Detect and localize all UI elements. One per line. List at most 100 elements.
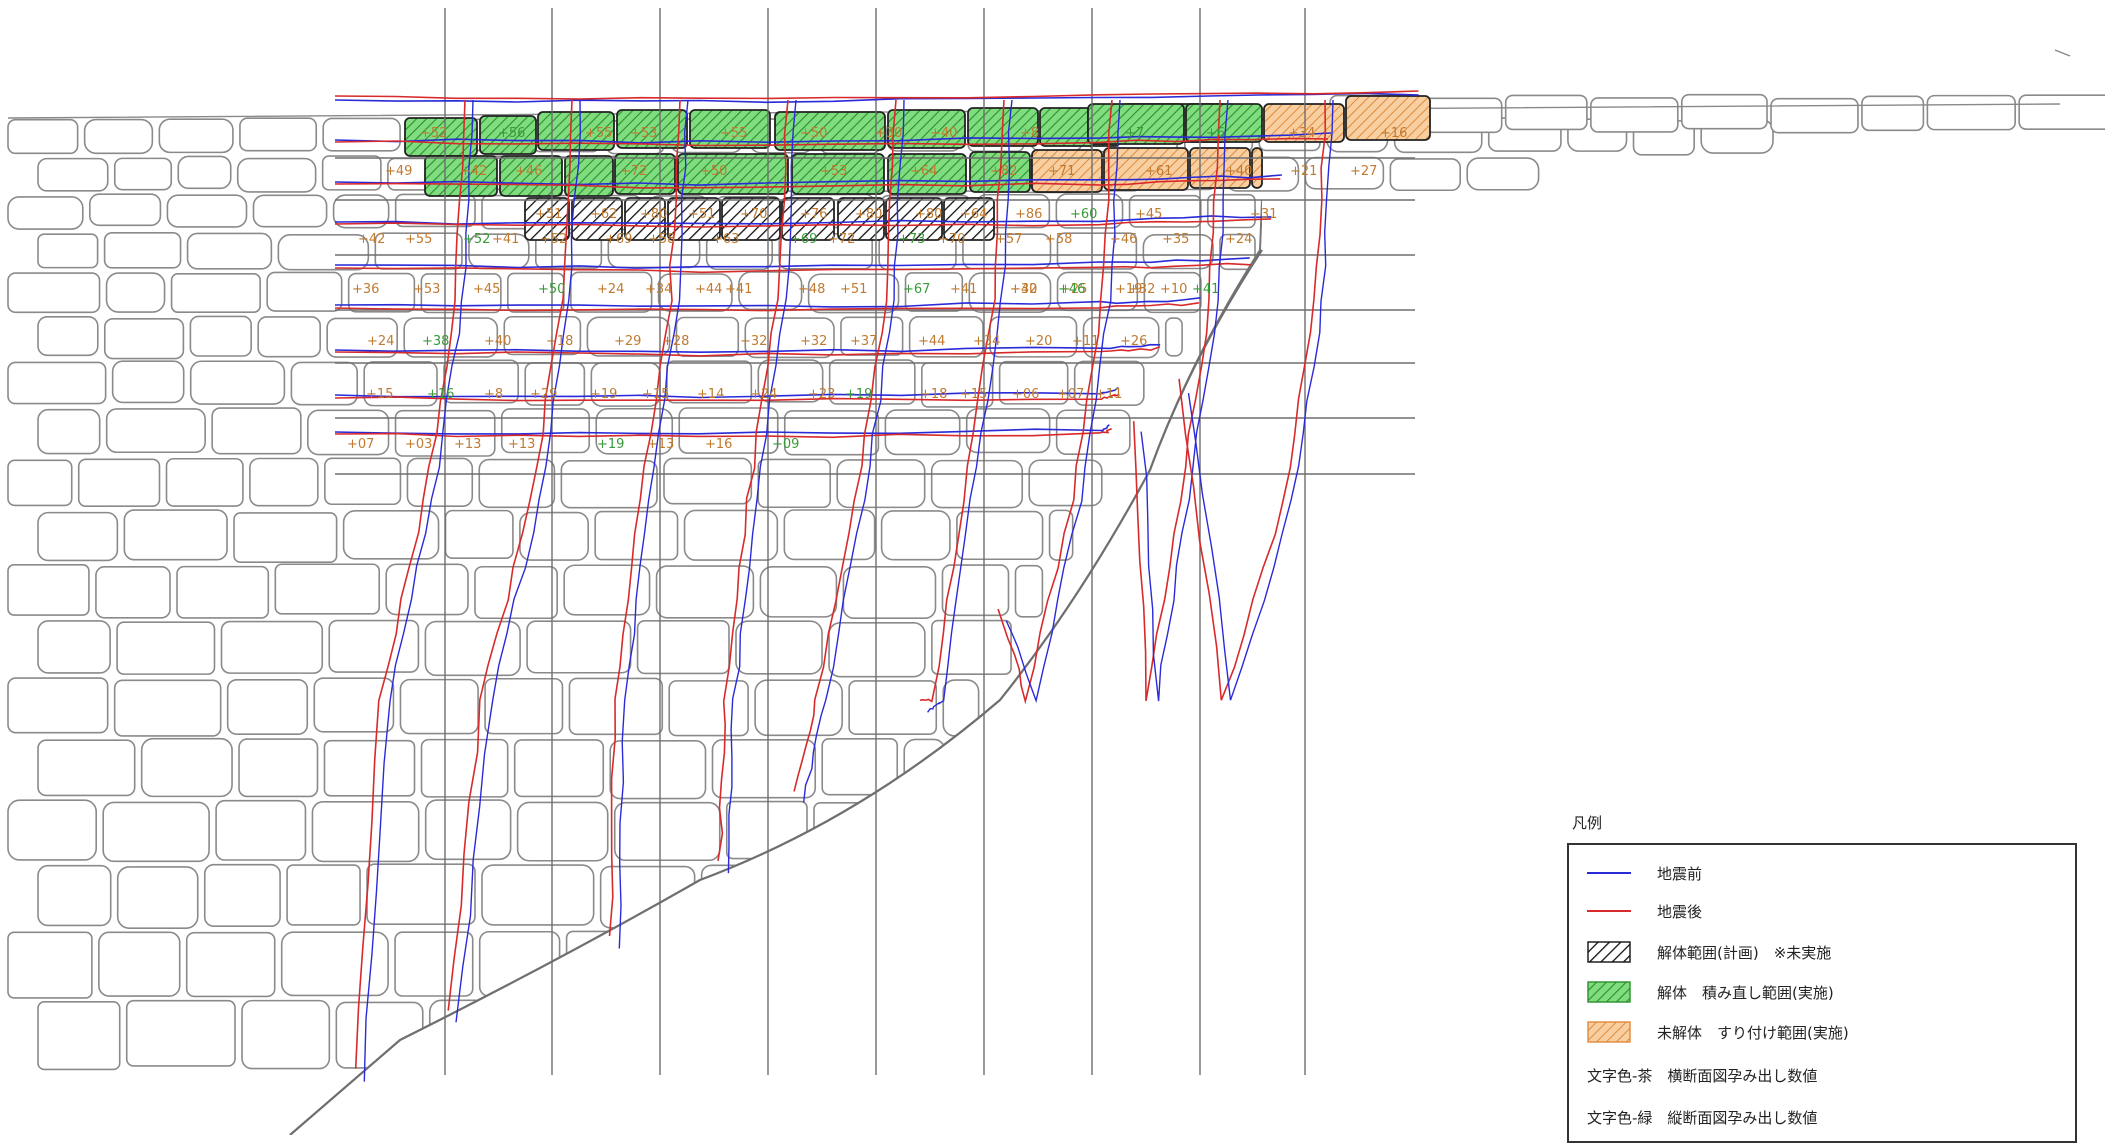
- profile-lines: [334, 90, 1419, 1082]
- bulge-value: +55: [720, 126, 747, 141]
- stone: [7, 459, 73, 507]
- stone: [105, 408, 206, 454]
- stone: [1028, 459, 1103, 507]
- bulge-value: +76: [800, 207, 827, 222]
- stone: [420, 738, 509, 798]
- stone: [657, 273, 733, 312]
- stone: [1143, 271, 1202, 314]
- legend-line-swatch: [1587, 910, 1631, 912]
- bulge-value: +57: [995, 232, 1022, 247]
- stone: [83, 118, 154, 155]
- bulge-value: +48: [798, 282, 825, 297]
- stone: [241, 999, 331, 1070]
- bulge-value: +82: [990, 164, 1017, 179]
- stone: [1014, 564, 1044, 618]
- bulge-value: +56: [498, 126, 525, 141]
- stone: [1466, 157, 1540, 191]
- stone: [158, 118, 234, 154]
- legend-item: 解体 積み直し範囲(実施): [1587, 978, 1834, 1006]
- stone: [236, 157, 317, 193]
- hatch-orange-stone: [1263, 103, 1345, 143]
- bulge-value: +14: [697, 387, 724, 402]
- hatch-black-stone: [721, 197, 781, 241]
- stone: [759, 565, 838, 618]
- bulge-value: +52: [540, 232, 567, 247]
- stone: [226, 679, 309, 736]
- stone: [757, 458, 832, 509]
- bulge-value: +18: [920, 387, 947, 402]
- bulge-value: +53: [820, 164, 847, 179]
- stone: [526, 620, 632, 674]
- stone: [233, 512, 338, 563]
- bulge-value: +51: [688, 207, 715, 222]
- stone: [904, 272, 964, 312]
- bulge-value: +67: [903, 282, 930, 297]
- stone: [37, 315, 99, 357]
- bulge-value: +29: [614, 334, 641, 349]
- bulge-value: +40: [484, 334, 511, 349]
- bulge-value: +64: [960, 207, 987, 222]
- bulge-value: +42: [460, 164, 487, 179]
- stone: [249, 457, 319, 507]
- bulge-value: +70: [740, 207, 767, 222]
- bulge-value: +63: [712, 232, 739, 247]
- stone: [1056, 232, 1138, 270]
- stone: [342, 510, 440, 560]
- stone: [484, 677, 564, 735]
- bulge-value: +44: [918, 334, 945, 349]
- legend: 地震前 地震後 解体範囲(計画) ※未実施 解体 積み直し範囲(実施) 未解体 すり付け…: [1567, 843, 2077, 1143]
- bulge-value: +71: [1048, 164, 1075, 179]
- stone: [586, 316, 671, 357]
- bulge-value: +31: [1250, 207, 1277, 222]
- legend-item: 解体範囲(計画) ※未実施: [1587, 938, 1831, 966]
- bulge-value: +09: [772, 437, 799, 452]
- stone: [166, 194, 248, 228]
- bulge-value: +42: [1010, 282, 1037, 297]
- stone: [594, 510, 679, 561]
- stone: [89, 193, 162, 227]
- stone: [363, 361, 438, 407]
- stone: [880, 510, 951, 561]
- legend-label: 未解体 すり付け範囲(実施): [1657, 1023, 1849, 1042]
- stone: [7, 931, 93, 999]
- bulge-value: +24: [367, 334, 394, 349]
- stone: [123, 509, 228, 561]
- bulge-value: +26: [1120, 334, 1147, 349]
- bulge-value: +86: [1015, 207, 1042, 222]
- bulge-value: +80: [640, 207, 667, 222]
- bulge-value: +34: [973, 334, 1000, 349]
- stone: [277, 234, 370, 271]
- bulge-value: +64: [910, 164, 937, 179]
- stone: [140, 737, 233, 798]
- stone: [116, 621, 216, 675]
- bulge-value: +23: [808, 387, 835, 402]
- bulge-value: +61: [1145, 164, 1172, 179]
- bulge-value: +13: [508, 437, 535, 452]
- stone: [613, 801, 721, 862]
- bulge-value: +41: [1192, 282, 1219, 297]
- bulge-value: +50: [538, 282, 565, 297]
- stone: [266, 271, 343, 312]
- bulge-value: +53: [630, 126, 657, 141]
- stone: [37, 1000, 121, 1071]
- stone: [238, 738, 319, 798]
- legend-item: 地震後: [1587, 897, 1702, 925]
- bulge-value: +19: [597, 437, 624, 452]
- stone: [956, 510, 1044, 561]
- section-grid: [335, 8, 1415, 1075]
- bulge-value: +41: [725, 282, 752, 297]
- hatch-black-stone: [524, 197, 570, 241]
- bulge-value: +13: [454, 437, 481, 452]
- stone: [7, 118, 79, 155]
- stone: [366, 863, 476, 925]
- bulge-value: +72: [828, 232, 855, 247]
- hatch-orange-stone: [1031, 149, 1103, 193]
- legend-title: 凡例: [1572, 814, 1603, 832]
- stone: [513, 739, 605, 798]
- hatch-black-stone: [624, 197, 666, 241]
- bulge-value: +34: [1288, 126, 1315, 141]
- stone: [332, 194, 390, 229]
- bulge-value: +36: [352, 282, 379, 297]
- bulge-value: +46: [515, 164, 542, 179]
- bulge-value: +45: [1135, 207, 1162, 222]
